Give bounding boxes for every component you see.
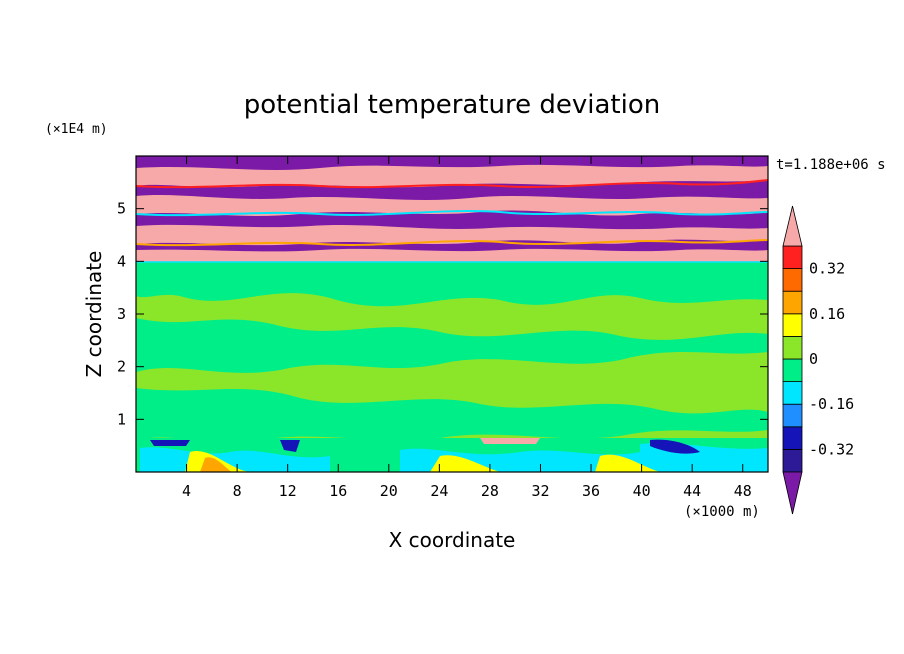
- chart-title: potential temperature deviation: [244, 90, 660, 120]
- y-axis-label: Z coordinate: [82, 251, 106, 378]
- colorbar-segment: [782, 268, 803, 292]
- y-tick-label: 1: [117, 410, 126, 428]
- colorbar-segment: [782, 448, 803, 473]
- x-tick-label: 48: [734, 482, 752, 500]
- y-tick-label: 4: [117, 252, 126, 270]
- x-unit-label: (×1000 m): [684, 504, 760, 520]
- x-tick-label: 24: [430, 482, 448, 500]
- y-tick-label: 2: [117, 358, 126, 376]
- x-axis-label: X coordinate: [389, 528, 516, 552]
- y-axis-ticks: 1 2 3 4 5: [117, 200, 768, 428]
- colorbar-extend-max: [782, 205, 803, 247]
- colorbar-label: -0.16: [809, 395, 854, 413]
- x-tick-label: 32: [531, 482, 549, 500]
- heatmap-field: [136, 156, 768, 472]
- x-tick-label: 8: [233, 482, 242, 500]
- x-tick-label: 28: [481, 482, 499, 500]
- colorbar-segment: [782, 290, 803, 315]
- colorbar-label: 0.16: [809, 305, 845, 323]
- colorbar-label: -0.32: [809, 440, 854, 458]
- y-tick-label: 3: [117, 305, 126, 323]
- x-tick-label: 44: [683, 482, 701, 500]
- colorbar-segment: [782, 426, 803, 450]
- x-tick-label: 36: [582, 482, 600, 500]
- x-tick-label: 12: [279, 482, 297, 500]
- y-unit-label: (×1E4 m): [45, 122, 108, 137]
- x-tick-label: 4: [182, 482, 191, 500]
- y-tick-label: 5: [117, 200, 126, 218]
- colorbar-segment: [782, 245, 803, 270]
- colorbar-label: 0: [809, 350, 818, 368]
- colorbar-segment: [782, 335, 803, 360]
- time-label: t=1.188e+06 s: [776, 157, 886, 173]
- colorbar-segment: [782, 403, 803, 428]
- colorbar-segment: [782, 381, 803, 405]
- x-axis-ticks: 4 8 12 16 20 24 28 32 36 40 44 48: [182, 156, 752, 500]
- x-tick-label: 40: [633, 482, 651, 500]
- colorbar-segment: [782, 313, 803, 337]
- colorbar: 0.32 0.16 0 -0.16 -0.32: [782, 205, 854, 515]
- x-tick-label: 20: [380, 482, 398, 500]
- x-tick-label: 16: [329, 482, 347, 500]
- colorbar-segment: [782, 358, 803, 383]
- colorbar-label: 0.32: [809, 260, 845, 278]
- colorbar-extend-min: [782, 471, 803, 515]
